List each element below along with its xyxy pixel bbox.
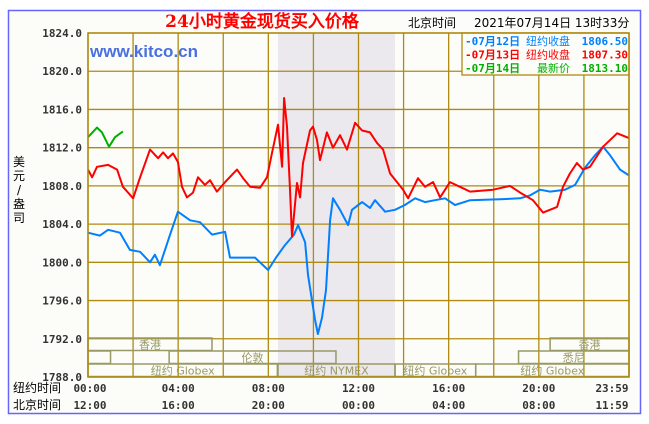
- y-axis-label: /: [17, 183, 22, 197]
- x-tick-label: 16:00: [432, 382, 465, 395]
- x-tick-label: 04:00: [162, 382, 195, 395]
- series-line-1: [87, 145, 630, 335]
- x-tick-label: 20:00: [522, 382, 555, 395]
- x-tick-label: 00:00: [73, 382, 106, 395]
- legend-item: -07月12日 纽约收盘 1806.50: [465, 34, 628, 48]
- y-tick-label: 1820.0: [42, 65, 82, 78]
- y-tick-label: 1816.0: [42, 103, 82, 116]
- y-axis-label: 元: [13, 169, 25, 183]
- y-tick-label: 1792.0: [42, 333, 82, 346]
- x-tick-label: 00:00: [342, 399, 375, 412]
- x-tick-label: 16:00: [162, 399, 195, 412]
- legend-value: 1806.50: [582, 35, 628, 48]
- legend-desc: 最新价: [537, 61, 570, 75]
- y-tick-label: 1808.0: [42, 180, 82, 193]
- x-tick-label: 08:00: [522, 399, 555, 412]
- x-tick-label: 12:00: [342, 382, 375, 395]
- series-line-3: [87, 126, 124, 148]
- legend-desc: 纽约收盘: [526, 34, 570, 48]
- y-tick-label: 1796.0: [42, 295, 82, 308]
- y-axis-label: 盎: [13, 197, 25, 211]
- x-tick-label: 11:59: [595, 399, 628, 412]
- session-label: 伦敦: [242, 351, 264, 365]
- legend-item: -07月14日 最新价 1813.10: [465, 61, 628, 75]
- legend-item: -07月13日 纽约收盘 1807.30: [465, 48, 628, 62]
- session-label: 悉尼: [563, 352, 585, 365]
- timestamp: 2021年07月14日 13时33分: [474, 16, 629, 30]
- legend-value: 1813.10: [582, 62, 628, 75]
- series-line-2: [87, 97, 630, 238]
- x-tick-label: 12:00: [73, 399, 106, 412]
- watermark: www.kitco.cn: [89, 42, 198, 61]
- plot-border: [87, 32, 630, 378]
- x-row-label: 纽约时间: [13, 380, 61, 395]
- time-label: 北京时间: [408, 16, 456, 30]
- session-label: 纽约 Globex: [520, 364, 584, 378]
- chart-title: 24小时黄金现货买入价格: [165, 11, 360, 32]
- legend-date: -07月13日: [465, 49, 520, 62]
- session-label: 香港: [579, 339, 601, 352]
- session-label: 香港: [139, 339, 161, 352]
- session-label: 纽约 NYMEX: [304, 364, 369, 378]
- x-tick-label: 20:00: [252, 399, 285, 412]
- x-tick-label: 04:00: [432, 399, 465, 412]
- legend-box: [461, 32, 630, 76]
- x-row-label: 北京时间: [13, 398, 61, 412]
- y-tick-label: 1812.0: [42, 142, 82, 155]
- y-axis-label: 司: [13, 211, 25, 225]
- x-tick-label: 08:00: [252, 382, 285, 395]
- x-tick-label: 23:59: [595, 382, 628, 395]
- y-tick-label: 1788.0: [42, 371, 82, 384]
- legend-desc: 纽约收盘: [526, 48, 570, 62]
- legend-value: 1807.30: [582, 49, 628, 62]
- legend-date: -07月12日: [465, 35, 520, 48]
- legend-date: -07月14日: [465, 62, 520, 75]
- y-tick-label: 1800.0: [42, 256, 82, 269]
- y-axis-label: 美: [13, 155, 25, 169]
- session-label: 纽约 Globex: [403, 364, 467, 378]
- session-label: 纽约 Globex: [151, 364, 215, 378]
- y-tick-label: 1804.0: [42, 218, 82, 231]
- y-tick-label: 1824.0: [42, 27, 82, 40]
